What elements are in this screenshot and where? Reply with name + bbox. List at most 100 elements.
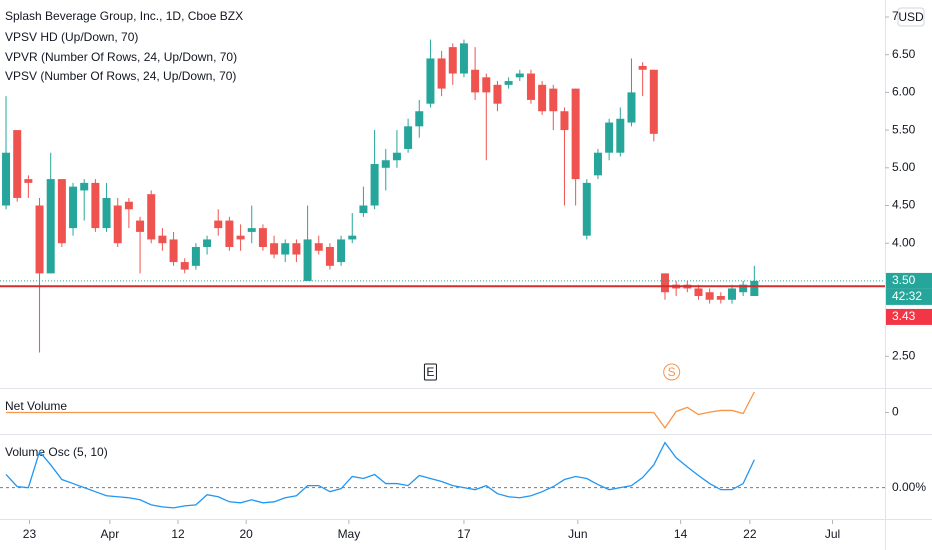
y-tick-label: 2.50 (892, 348, 916, 362)
candle-body (124, 201, 133, 210)
candle-body (560, 111, 569, 131)
currency[interactable]: USD (898, 10, 924, 24)
x-tick-label: Apr (101, 527, 120, 541)
y-tick-label: 4.00 (892, 235, 916, 249)
candle-body (169, 239, 178, 263)
candle-body (605, 122, 614, 153)
candle-body (526, 73, 535, 100)
candle-body (158, 235, 167, 244)
event-marker (663, 363, 681, 381)
candle-body (660, 273, 669, 293)
candle-body (359, 205, 368, 214)
candle-body (24, 179, 33, 183)
candle-body (582, 182, 591, 236)
candle-body (214, 220, 223, 229)
candle-body (303, 239, 312, 281)
prev-close-label: 3.43 (892, 309, 916, 323)
event-marker (423, 363, 437, 381)
y-tick-label: 5.50 (892, 122, 916, 136)
candle-body (247, 228, 256, 232)
candle-body (538, 84, 547, 112)
x-tick-label: 22 (743, 527, 757, 541)
candle-body (750, 280, 759, 296)
candle-body (705, 292, 714, 300)
candle-body (627, 92, 636, 123)
x-tick-label: 12 (171, 527, 185, 541)
indicator-label: VPVR (Number Of Rows, 24, Up/Down, 70) (5, 50, 237, 64)
candle-body (515, 73, 524, 78)
candle-body (471, 69, 480, 93)
candle-body (147, 194, 156, 240)
currency-box[interactable] (897, 7, 925, 27)
candle-body (415, 111, 424, 127)
x-tick-label: Jul (825, 527, 840, 541)
indicator-line (5, 441, 755, 509)
prev-close-box (886, 308, 932, 325)
candle-body (191, 246, 200, 266)
candle-body (593, 152, 602, 176)
event-label: E (426, 365, 434, 379)
y-tick-label: 0 (892, 405, 899, 419)
candle-body (392, 152, 401, 161)
candle-body (549, 88, 558, 112)
candle-body (337, 239, 346, 263)
y-tick-label: 4.50 (892, 198, 916, 212)
y-tick-label: 5.00 (892, 160, 916, 174)
candle-body (113, 205, 122, 244)
candle-body (694, 288, 703, 296)
candle-body (493, 84, 502, 104)
candle-body (46, 179, 55, 274)
x-tick-label: 14 (674, 527, 688, 541)
countdown: 42:32 (892, 289, 922, 303)
candle-body (437, 58, 446, 89)
candle-body (459, 43, 468, 74)
candle-body (35, 205, 44, 274)
candle-body (314, 243, 323, 251)
candle-body (727, 288, 736, 300)
candle-body (482, 77, 491, 93)
y-tick-label: 0.00% (892, 480, 926, 494)
x-tick-label: Jun (568, 527, 587, 541)
indicator-line (6, 391, 755, 430)
candle-body (616, 118, 625, 153)
candle-body (203, 239, 212, 247)
candle-body (571, 88, 580, 180)
candle-body (236, 235, 245, 240)
indicator-label: VPSV HD (Up/Down, 70) (5, 30, 138, 44)
candle-body (649, 69, 658, 134)
candle-body (270, 243, 279, 255)
candle-body (348, 235, 357, 240)
candle-body (381, 160, 390, 168)
candle-body (80, 182, 89, 191)
candle-body (13, 130, 22, 198)
event-label: S (668, 365, 676, 379)
candles (2, 39, 759, 353)
candle-body (225, 220, 234, 247)
candle-body (325, 246, 334, 266)
candle-body (69, 186, 78, 229)
candle-body (292, 243, 301, 255)
x-tick-label: 23 (23, 527, 37, 541)
candle-body (180, 262, 189, 270)
candle-body (258, 228, 267, 247)
x-tick-label: 20 (239, 527, 253, 541)
candle-body (426, 58, 435, 104)
candle-body (91, 182, 100, 229)
candle-body (102, 197, 111, 229)
y-tick-label: 6.00 (892, 85, 916, 99)
candle-body (2, 152, 11, 206)
x-tick-label: 17 (457, 527, 471, 541)
candle-body (370, 164, 379, 206)
candle-body (404, 126, 413, 149)
y-tick-label: 7 (892, 9, 899, 23)
last-price-label: 3.50 (892, 273, 916, 287)
candle-body (136, 220, 145, 232)
indicator-label: VPSV (Number Of Rows, 24, Up/Down, 70) (5, 69, 236, 83)
candle-body (57, 179, 66, 244)
last-price-box (886, 272, 932, 289)
candle-body (739, 284, 748, 293)
candle-body (716, 295, 725, 300)
pane-title: Volume Osc (5, 10) (5, 445, 108, 459)
